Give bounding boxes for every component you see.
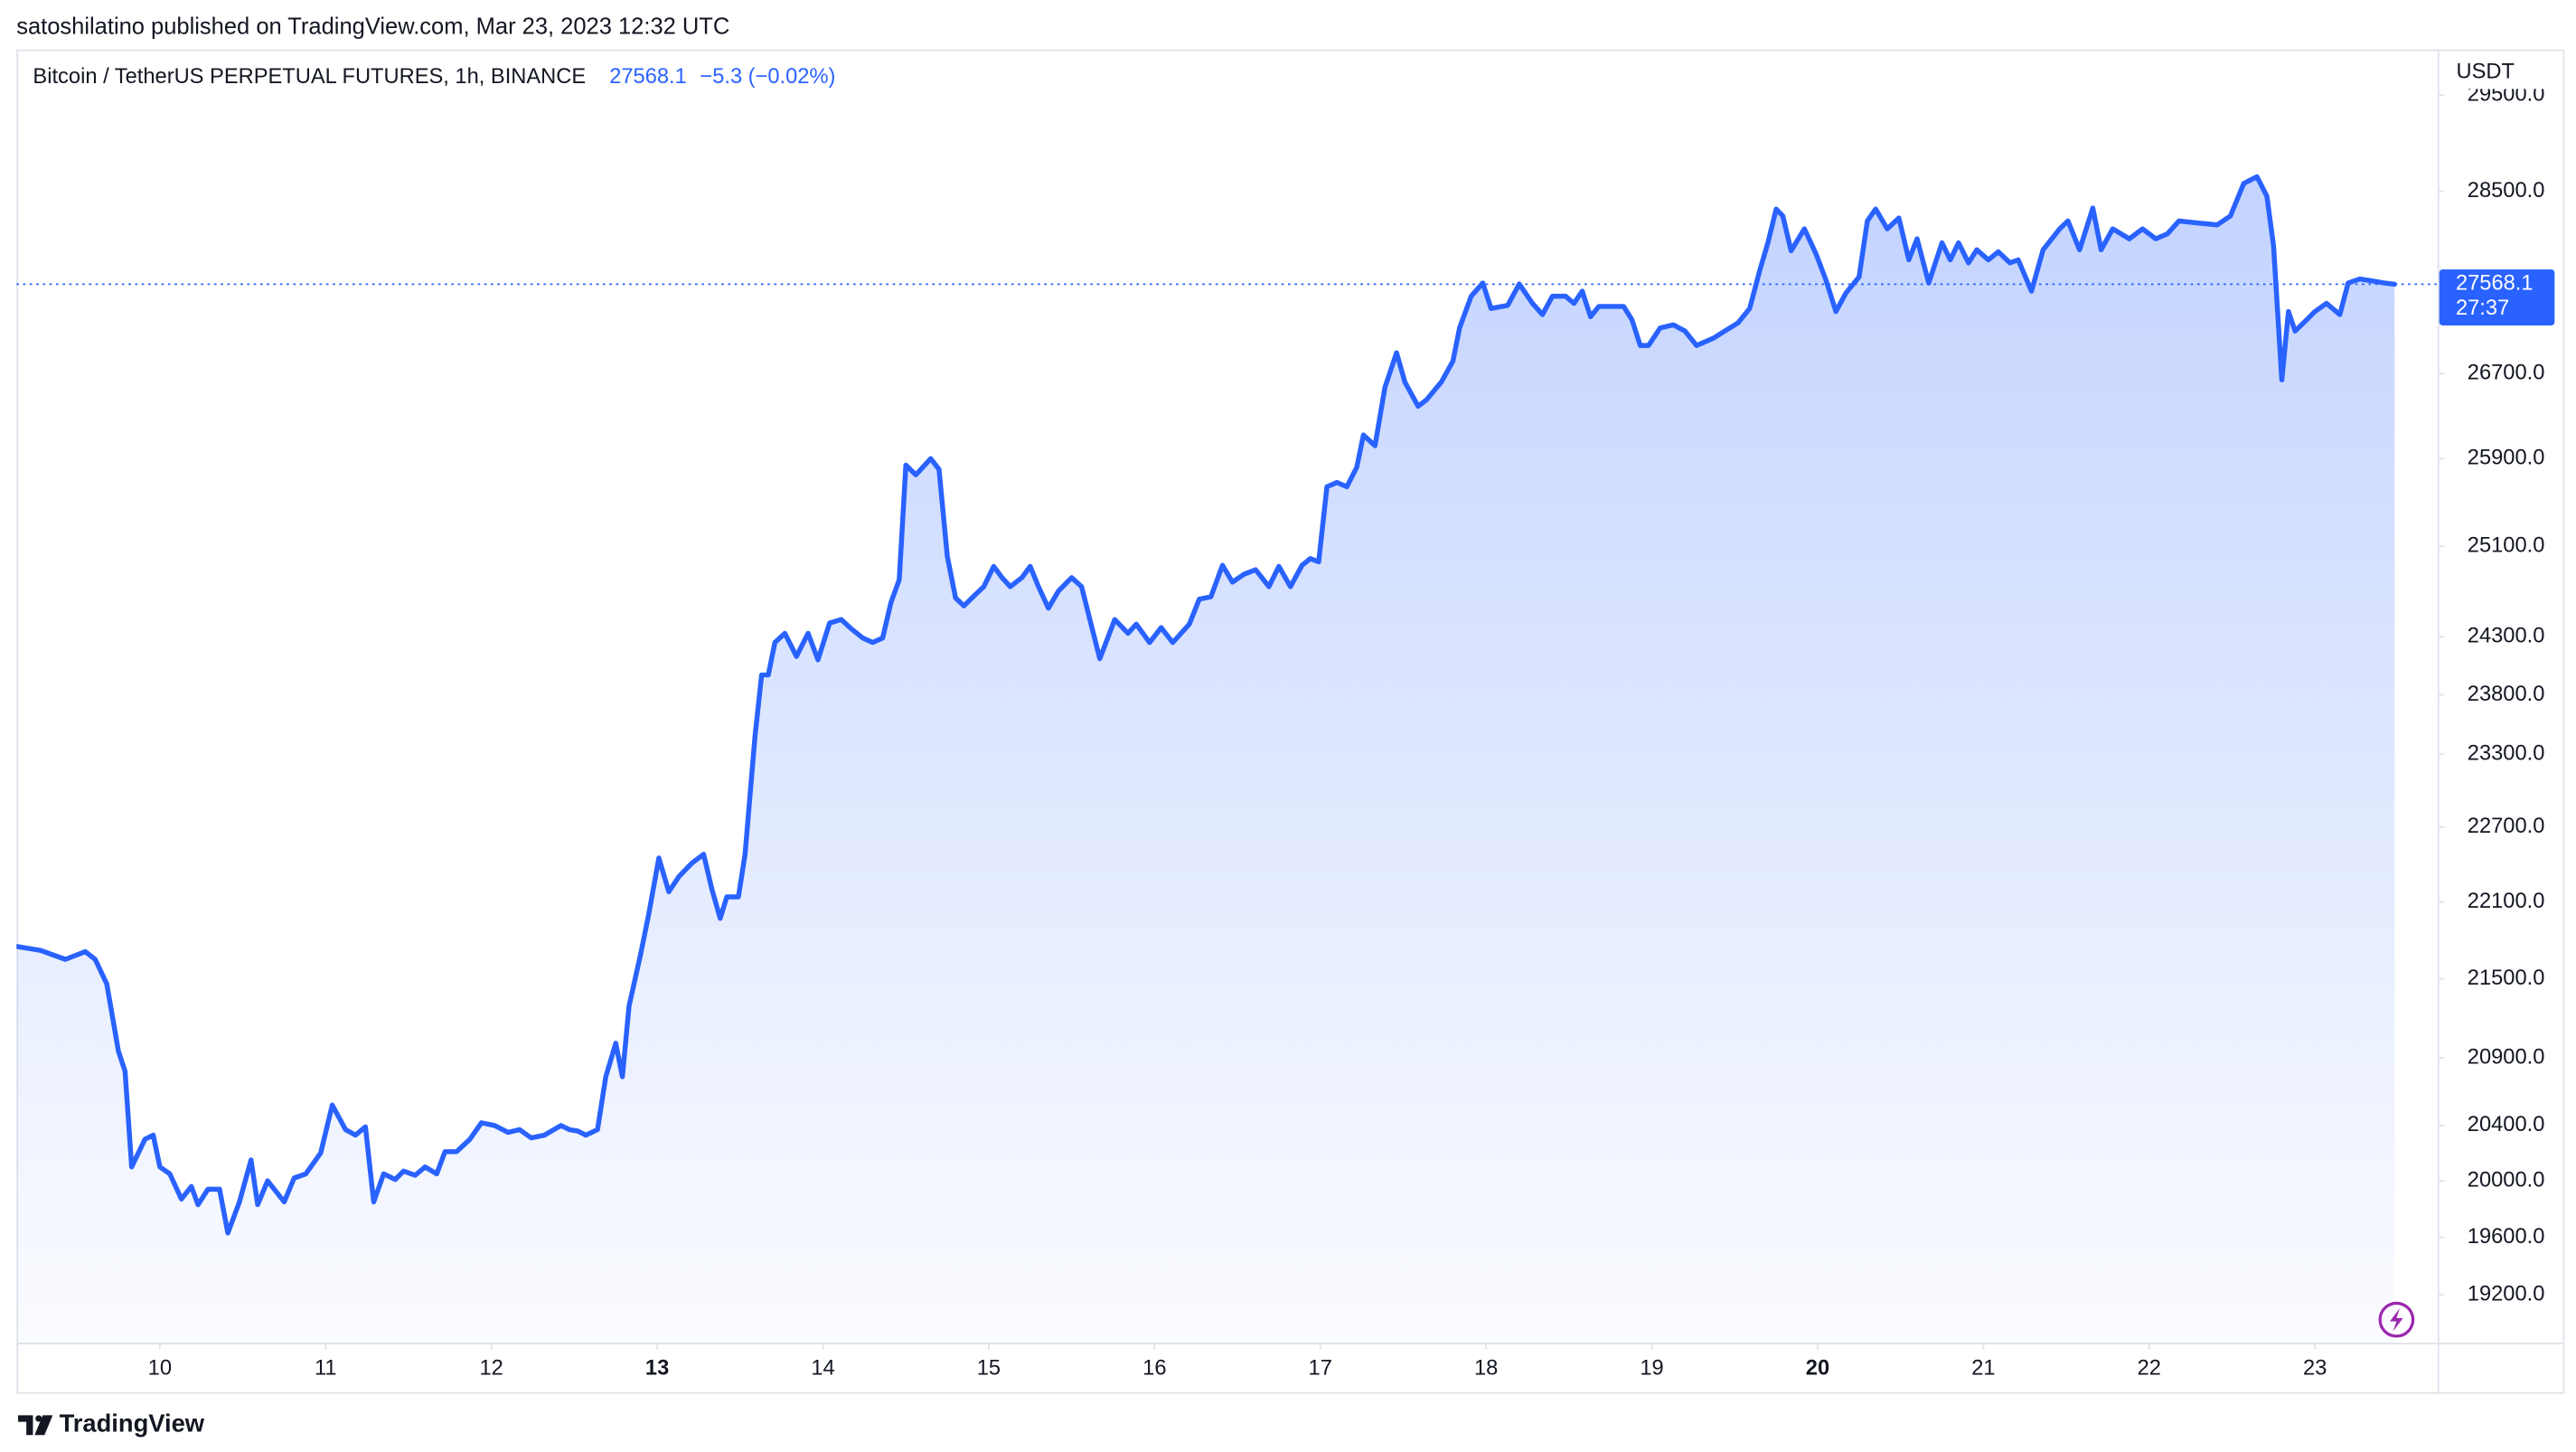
chart-frame <box>16 49 2565 1394</box>
y-tick-label: 22100.0 <box>2468 890 2545 913</box>
last-price-label: 27568.1 <box>2456 272 2534 296</box>
x-tick-label: 12 <box>480 1357 503 1381</box>
y-tick-label: 20400.0 <box>2468 1113 2545 1136</box>
x-tick-label: 22 <box>2138 1357 2161 1381</box>
price-line <box>16 174 2397 1236</box>
y-tick-label: 25900.0 <box>2468 447 2545 470</box>
x-tick-label: 18 <box>1474 1357 1498 1381</box>
y-tick-label: 24300.0 <box>2468 625 2545 648</box>
y-tick-label: 25100.0 <box>2468 533 2545 557</box>
x-tick-label: 15 <box>977 1357 1001 1381</box>
y-tick-label: 23800.0 <box>2468 683 2545 706</box>
x-tick-label: 17 <box>1309 1357 1332 1381</box>
currency-label: USDT <box>2457 60 2515 83</box>
x-tick-label: 13 <box>645 1357 669 1381</box>
y-tick-label: 20000.0 <box>2468 1168 2545 1192</box>
area <box>17 176 2395 1344</box>
last-price-badge <box>2439 269 2555 325</box>
x-tick-label: 14 <box>811 1357 834 1381</box>
countdown-label: 27:37 <box>2456 297 2509 320</box>
y-tick-label: 26700.0 <box>2468 362 2545 385</box>
header-price: 27568.1 <box>609 65 687 89</box>
y-tick-label: 23300.0 <box>2468 741 2545 765</box>
chart-title: Bitcoin / TetherUS PERPETUAL FUTURES, 1h… <box>33 65 586 89</box>
x-tick-label: 21 <box>1971 1357 1995 1381</box>
x-tick-label: 23 <box>2303 1357 2327 1381</box>
byline: satoshilatino published on TradingView.c… <box>16 14 729 40</box>
x-tick-label: 16 <box>1142 1357 1166 1381</box>
y-tick-label: 19600.0 <box>2468 1225 2545 1249</box>
y-tick-label: 21500.0 <box>2468 966 2545 990</box>
y-tick-label: 19200.0 <box>2468 1282 2545 1306</box>
x-tick-label: 10 <box>148 1357 172 1381</box>
brand: TradingView <box>60 1409 205 1437</box>
y-tick-label: 20900.0 <box>2468 1045 2545 1069</box>
lightning-icon <box>2378 1301 2415 1338</box>
x-tick-label: 19 <box>1640 1357 1663 1381</box>
plot <box>16 174 2438 1344</box>
currency-bg <box>2440 55 2560 90</box>
y-tick-label: 22700.0 <box>2468 815 2545 838</box>
brand-logo <box>18 1415 53 1436</box>
header-change: −5.3 (−0.02%) <box>700 65 835 89</box>
x-tick-label: 20 <box>1806 1357 1829 1381</box>
x-tick-label: 11 <box>315 1357 337 1381</box>
axes: 19200.0 19600.0 20000.0 20400.0 20900.0 21500… <box>148 82 2555 1381</box>
y-tick-label: 28500.0 <box>2468 179 2545 203</box>
